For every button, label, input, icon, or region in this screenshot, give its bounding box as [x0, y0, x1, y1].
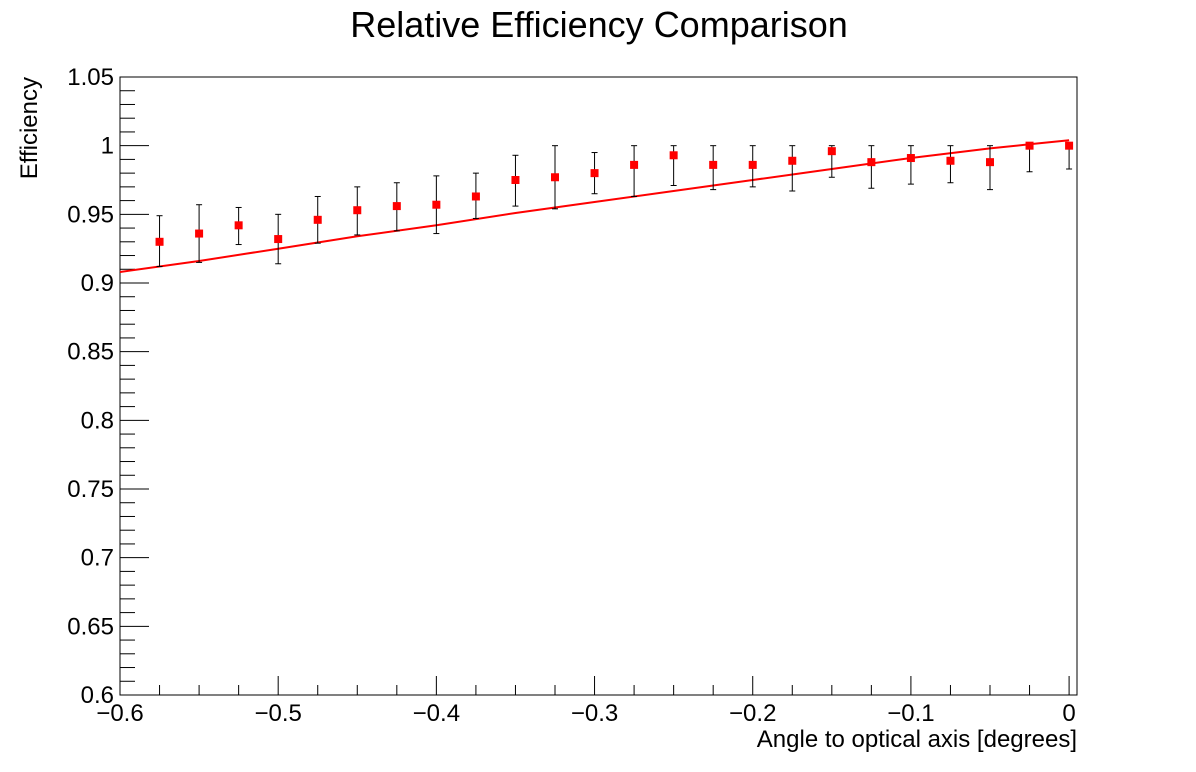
chart-title: Relative Efficiency Comparison: [350, 4, 848, 45]
data-point: [827, 147, 836, 156]
y-tick-label: 0.75: [67, 476, 114, 503]
data-point: [669, 151, 678, 160]
data-point: [471, 192, 480, 201]
y-tick-label: 0.8: [81, 407, 114, 434]
y-tick-label: 0.85: [67, 339, 114, 366]
data-point: [392, 202, 401, 211]
data-point: [313, 215, 322, 224]
data-point: [867, 158, 876, 167]
x-axis-title: Angle to optical axis [degrees]: [757, 726, 1077, 753]
data-point: [432, 200, 441, 209]
data-point: [551, 173, 559, 182]
data-point: [946, 156, 955, 165]
data-point: [511, 176, 520, 184]
data-point: [353, 206, 362, 215]
data-point: [630, 160, 639, 169]
y-tick-label: 1.05: [67, 64, 114, 91]
y-tick-label: 0.6: [81, 682, 114, 709]
data-point: [788, 156, 797, 165]
y-tick-label: 0.7: [81, 545, 114, 572]
y-tick-label: 1: [101, 133, 114, 160]
data-point: [906, 154, 915, 163]
x-tick-label: −0.6: [96, 700, 143, 727]
data-point: [1065, 141, 1074, 150]
data-point: [195, 229, 204, 238]
data-point: [709, 160, 718, 169]
data-point: [155, 237, 164, 246]
x-tick-label: −0.4: [413, 700, 460, 727]
y-tick-label: 0.9: [81, 270, 114, 297]
data-point: [274, 235, 283, 244]
plot-frame: [119, 76, 1078, 696]
x-tick-label: −0.5: [254, 700, 301, 727]
data-point: [590, 169, 599, 178]
data-point: [234, 221, 243, 230]
data-point: [748, 160, 757, 169]
x-tick-label: −0.3: [571, 700, 618, 727]
y-tick-label: 0.95: [67, 201, 114, 228]
x-tick-label: −0.2: [729, 700, 776, 727]
x-tick-label: −0.1: [887, 700, 934, 727]
y-tick-label: 0.65: [67, 613, 114, 640]
data-point: [986, 158, 994, 167]
plot-area: −0.6 −0.5 −0.4 −0.3 −0.2 −0.1 0 0.6 0.65 0.7 0.75 0…: [67, 64, 1078, 727]
data-point: [1025, 141, 1034, 150]
x-tick-label: 0: [1062, 700, 1075, 727]
y-axis-title: Efficiency: [16, 77, 43, 179]
